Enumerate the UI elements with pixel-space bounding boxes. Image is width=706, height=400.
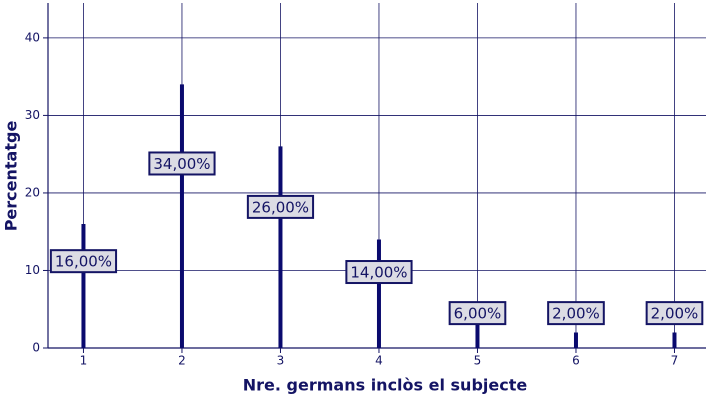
- value-label-box: [49, 249, 118, 274]
- value-label-box: [246, 194, 315, 219]
- value-label-box: [645, 301, 704, 326]
- value-label: 6,00%: [448, 301, 507, 326]
- x-tick-label: 4: [375, 354, 383, 368]
- x-tick-label: 2: [178, 354, 186, 368]
- y-tick-label: 40: [25, 30, 40, 44]
- y-tick-label: 30: [25, 108, 40, 122]
- value-label: 16,00%: [49, 249, 118, 274]
- y-tick-label: 10: [25, 263, 40, 277]
- value-label: 34,00%: [148, 151, 216, 176]
- value-label: 14,00%: [345, 260, 413, 285]
- x-tick-label: 6: [572, 354, 580, 368]
- x-tick-label: 3: [277, 354, 285, 368]
- y-tick-label: 20: [25, 185, 40, 199]
- x-axis-title: Nre. germans inclòs el subjecte: [243, 376, 528, 395]
- value-label-text: 14,00%: [350, 264, 407, 282]
- value-label-text: 34,00%: [153, 155, 210, 173]
- value-label-box: [148, 151, 216, 176]
- y-axis-title: Percentatge: [2, 121, 21, 232]
- value-label-box: [448, 301, 507, 326]
- value-label: 2,00%: [645, 301, 704, 326]
- value-label-text: 16,00%: [55, 253, 112, 271]
- value-label-box: [547, 301, 605, 326]
- value-label-text: 2,00%: [651, 305, 699, 323]
- value-label-text: 2,00%: [552, 305, 600, 323]
- value-label-text: 26,00%: [252, 198, 309, 216]
- value-label: 2,00%: [547, 301, 605, 326]
- value-label-text: 6,00%: [454, 305, 502, 323]
- x-tick-label: 5: [474, 354, 482, 368]
- x-tick-label: 1: [80, 354, 88, 368]
- y-tick-label: 0: [32, 341, 40, 355]
- value-label: 26,00%: [246, 194, 315, 219]
- x-tick-label: 7: [671, 354, 679, 368]
- value-label-box: [345, 260, 413, 285]
